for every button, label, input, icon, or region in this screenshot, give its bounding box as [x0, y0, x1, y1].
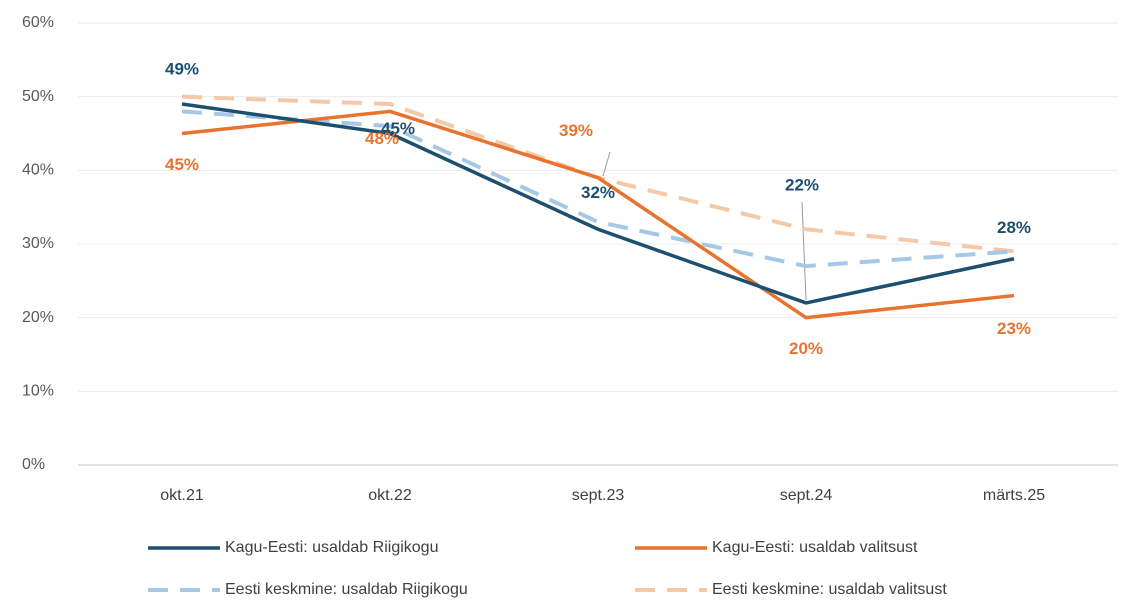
- y-tick-label: 30%: [22, 235, 54, 252]
- legend-label: Eesti keskmine: usaldab valitsust: [712, 581, 947, 598]
- legend-label: Kagu-Eesti: usaldab Riigikogu: [225, 539, 438, 556]
- y-tick-label: 40%: [22, 162, 54, 179]
- series-line: [181, 109, 1015, 269]
- series-line: [181, 109, 1015, 320]
- leader-line: [602, 151, 611, 177]
- data-label: 20%: [789, 339, 823, 358]
- data-label: 45%: [165, 155, 199, 174]
- x-tick-label: okt.21: [160, 487, 204, 504]
- data-label: 39%: [559, 121, 593, 140]
- y-tick-label: 50%: [22, 88, 54, 105]
- y-tick-label: 0%: [22, 456, 45, 473]
- data-label: 22%: [785, 175, 819, 194]
- y-tick-label: 60%: [22, 14, 54, 31]
- series-line: [181, 102, 1015, 305]
- x-tick-label: sept.23: [572, 487, 625, 504]
- leader-line: [801, 201, 807, 301]
- x-tick-label: okt.22: [368, 487, 412, 504]
- data-label: 32%: [581, 183, 615, 202]
- data-label: 45%: [381, 119, 415, 138]
- data-label: 49%: [165, 60, 199, 79]
- y-tick-label: 10%: [22, 383, 54, 400]
- data-label: 48%: [365, 129, 399, 148]
- x-tick-label: sept.24: [780, 487, 833, 504]
- data-label: 28%: [997, 218, 1031, 237]
- y-tick-label: 20%: [22, 309, 54, 326]
- legend-label: Eesti keskmine: usaldab Riigikogu: [225, 581, 468, 598]
- legend-label: Kagu-Eesti: usaldab valitsust: [712, 539, 918, 556]
- x-tick-label: märts.25: [983, 487, 1045, 504]
- data-label: 23%: [997, 319, 1031, 338]
